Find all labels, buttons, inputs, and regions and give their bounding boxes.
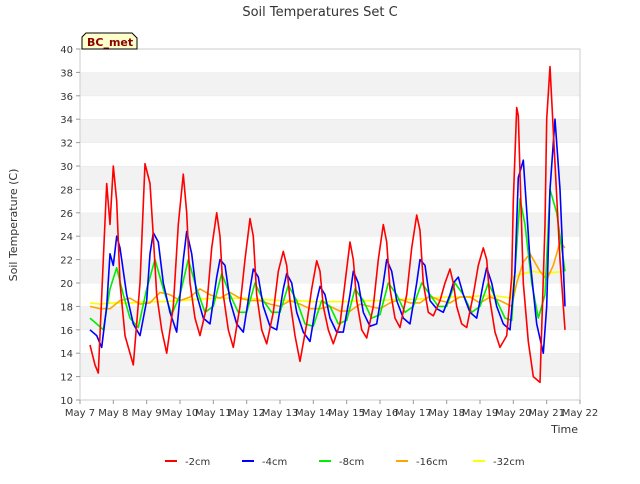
y-tick-label: 20 [60, 279, 73, 290]
station-badge: BC_met [81, 32, 138, 50]
y-tick-label: 36 [60, 92, 73, 103]
y-tick-label: 38 [60, 68, 73, 79]
legend-item: -8cm [319, 457, 364, 468]
grid-band [80, 376, 580, 400]
x-tick-label: May 10 [162, 408, 199, 419]
legend-label: -2cm [185, 457, 210, 468]
legend-item: -32cm [473, 457, 525, 468]
grid-band [80, 142, 580, 166]
legend-label: -4cm [262, 457, 287, 468]
y-tick-label: 28 [60, 185, 73, 196]
grid-band [80, 236, 580, 260]
station-badge-box [81, 32, 138, 50]
x-tick-label: May 13 [262, 408, 299, 419]
grid-band [80, 49, 580, 73]
x-tick-label: May 18 [428, 408, 465, 419]
y-tick-label: 40 [60, 45, 73, 56]
y-tick-label: 26 [60, 209, 73, 220]
x-tick-label: May 7 [65, 408, 95, 419]
series-lines [89, 65, 566, 384]
legend: -2cm -4cm -8cm -16cm -32cm [165, 457, 525, 468]
grid-band [80, 259, 580, 283]
y-axis-label: Soil Temperature (C) [7, 169, 20, 282]
legend-item: -16cm [396, 457, 448, 468]
grid-band [80, 72, 580, 96]
x-tick-label: May 8 [98, 408, 128, 419]
x-axis-label: Time [550, 423, 578, 436]
legend-item: -4cm [242, 457, 287, 468]
x-tick-label: May 15 [328, 408, 365, 419]
series-line-8cm [89, 188, 566, 331]
grid-band [80, 119, 580, 143]
x-tick-label: May 21 [528, 408, 565, 419]
series-line-2cm [89, 65, 566, 384]
y-tick-label: 32 [60, 139, 73, 150]
y-tick-label: 30 [60, 162, 73, 173]
grid-band [80, 166, 580, 190]
y-tick-label: 34 [60, 115, 73, 126]
y-tick-label: 22 [60, 256, 73, 267]
legend-label: -16cm [416, 457, 448, 468]
y-tick-label: 12 [60, 373, 73, 384]
grid-band [80, 189, 580, 213]
y-tick-label: 14 [60, 349, 73, 360]
x-tick-label: May 20 [495, 408, 532, 419]
x-tick-label: May 11 [195, 408, 232, 419]
x-tick-label: May 9 [132, 408, 162, 419]
y-tick-label: 24 [60, 232, 73, 243]
y-tick-label: 16 [60, 326, 73, 337]
y-tick-label: 18 [60, 302, 73, 313]
legend-item: -2cm [165, 457, 210, 468]
series-line-32cm [89, 270, 566, 305]
x-tick-label: May 17 [395, 408, 432, 419]
chart-title: Soil Temperatures Set C [242, 5, 397, 20]
y-axis: 10 12 14 16 18 20 22 24 26 28 30 32 34 36 38 40 [60, 45, 80, 407]
grid-bands [80, 48, 580, 400]
x-tick-label: May 22 [562, 408, 599, 419]
plot-frame [79, 48, 581, 401]
grid-band [80, 353, 580, 377]
y-tick-label: 10 [60, 396, 73, 407]
legend-label: -32cm [493, 457, 525, 468]
x-tick-label: May 12 [228, 408, 265, 419]
legend-label: -8cm [339, 457, 364, 468]
station-badge-label: BC_met [87, 36, 133, 49]
grid-band [80, 329, 580, 354]
grid-band [80, 95, 580, 120]
x-tick-label: May 16 [362, 408, 399, 419]
grid-band [80, 212, 580, 237]
x-tick-label: May 14 [295, 408, 332, 419]
x-tick-label: May 19 [462, 408, 499, 419]
